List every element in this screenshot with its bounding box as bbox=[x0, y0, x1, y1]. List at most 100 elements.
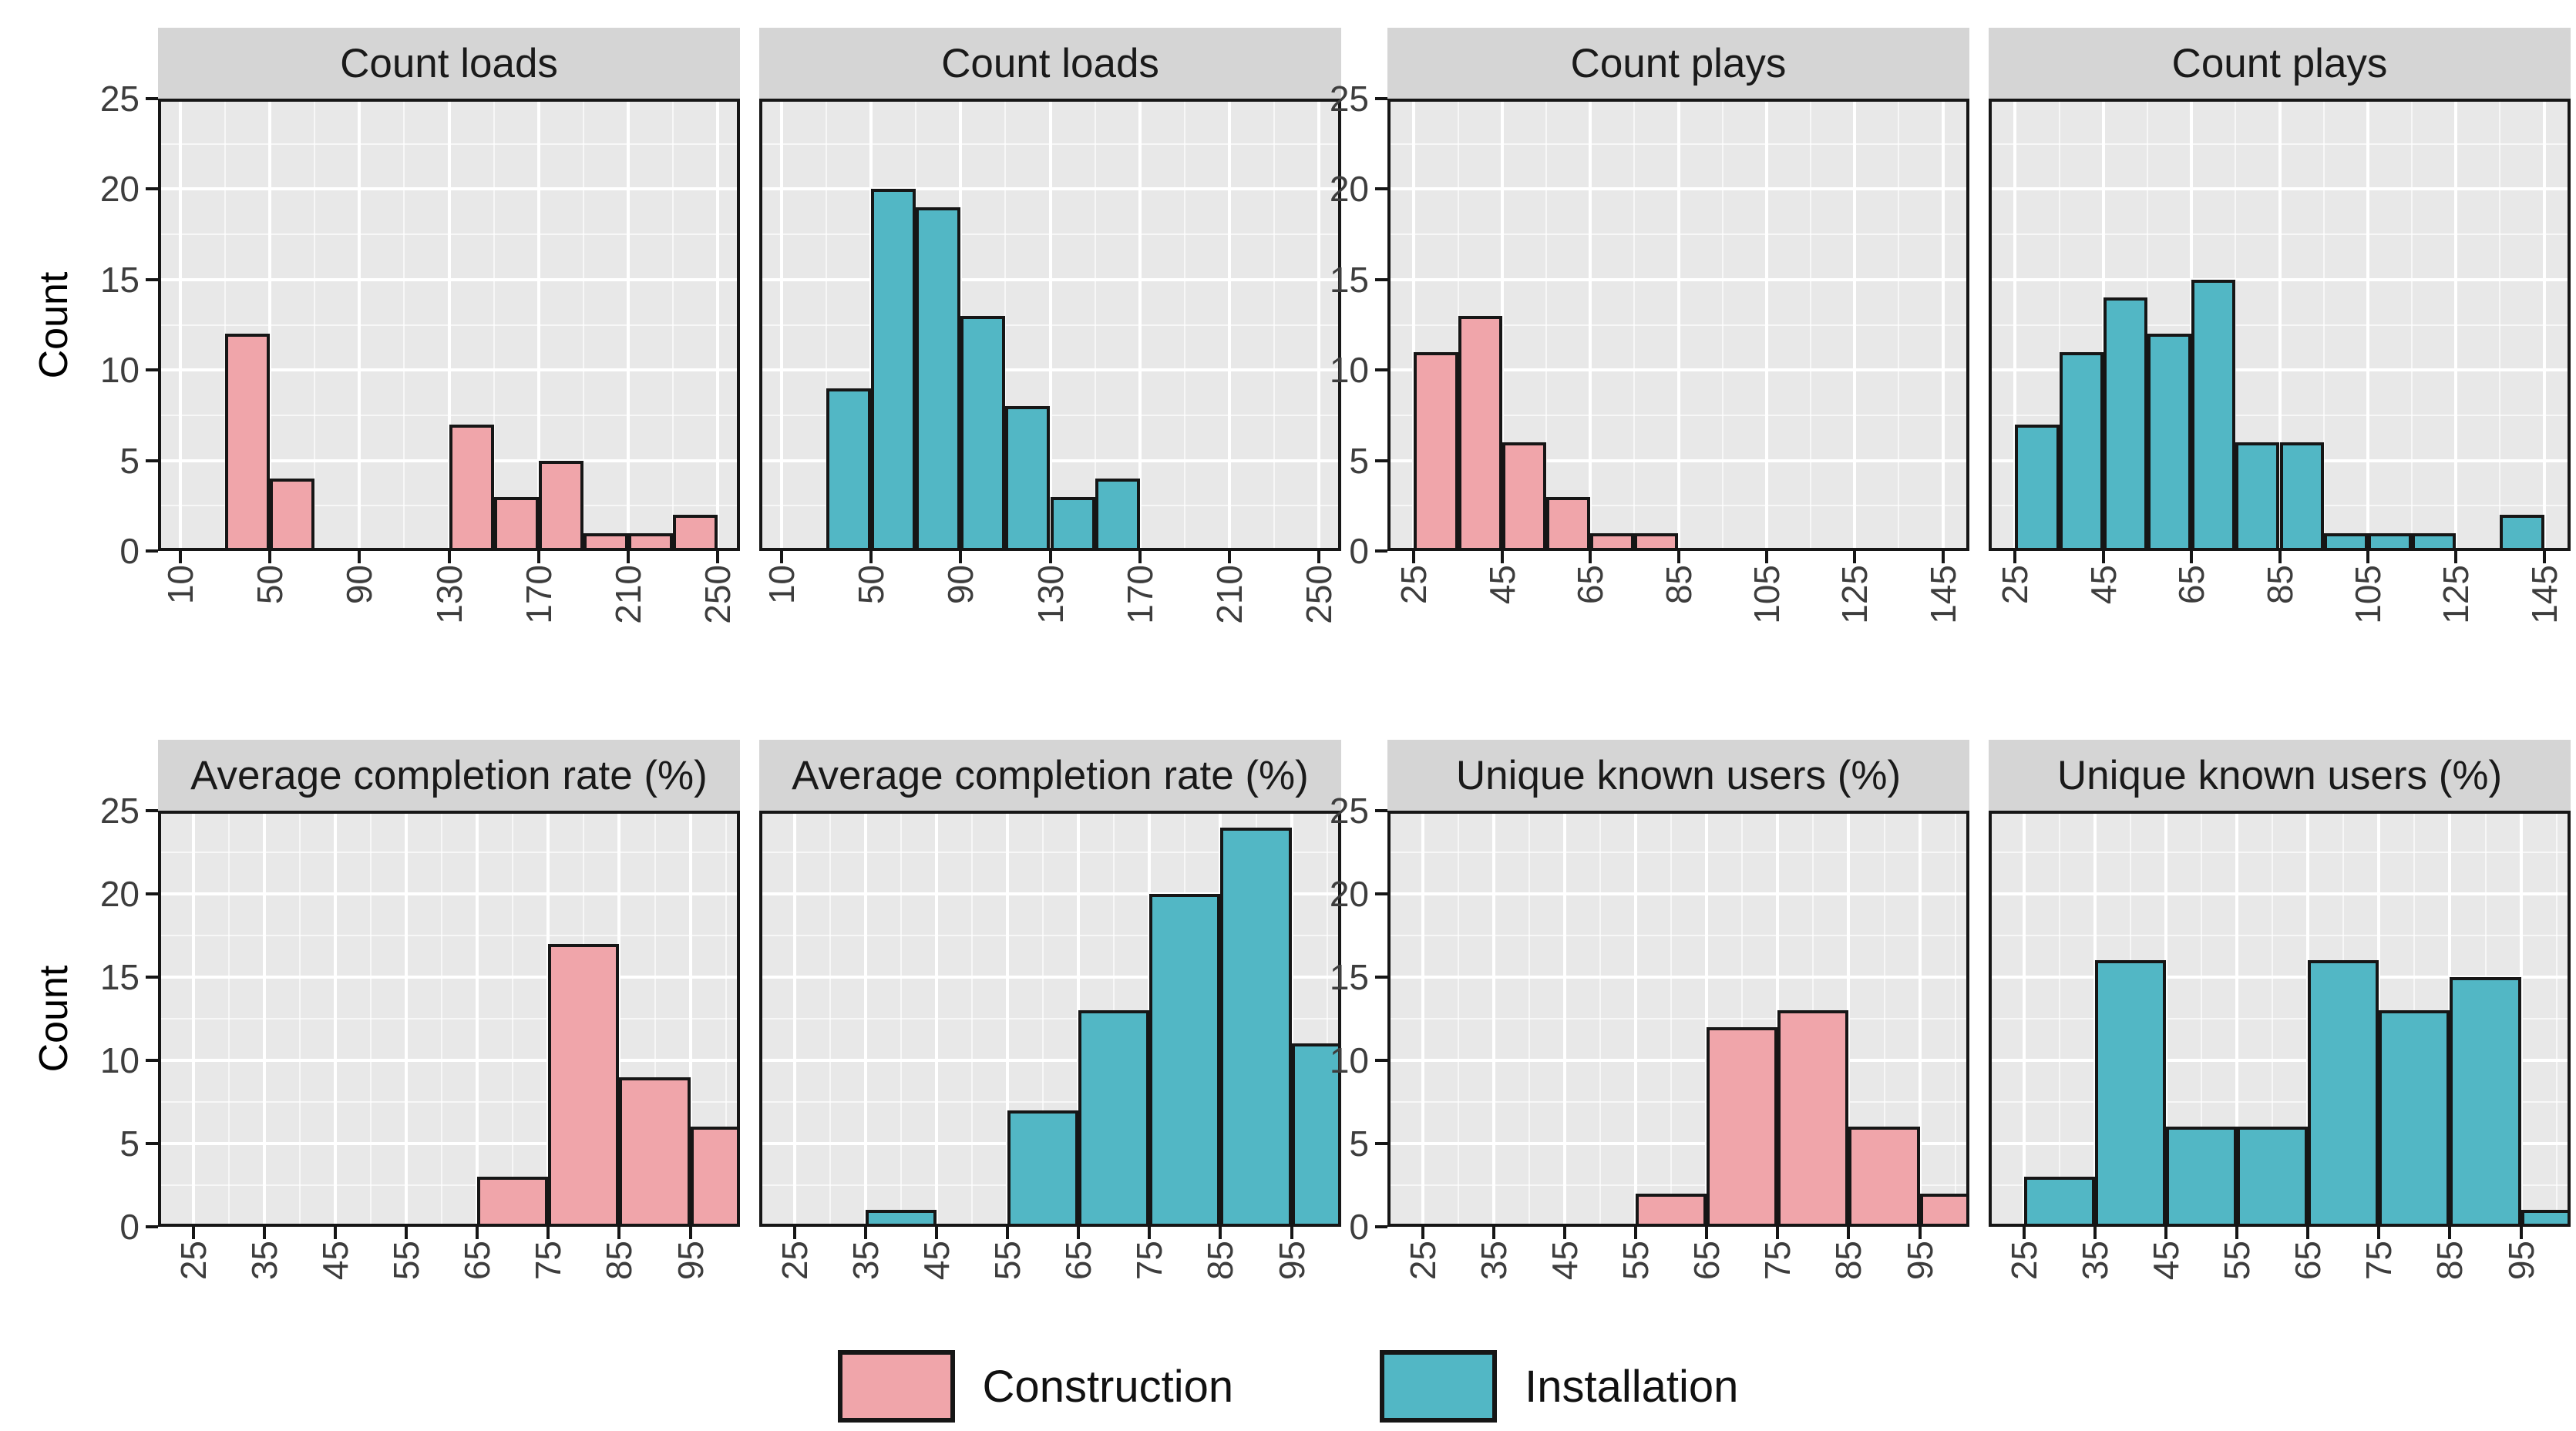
gridline-major bbox=[334, 811, 338, 1227]
gridline-major bbox=[1492, 811, 1496, 1227]
gridline-minor bbox=[654, 811, 656, 1227]
y-axis-tick-label: 15 bbox=[1329, 259, 1369, 300]
histogram-bar bbox=[1050, 496, 1095, 551]
gridline-minor bbox=[370, 811, 372, 1227]
y-axis-tick-label: 10 bbox=[99, 350, 140, 391]
gridline-major bbox=[2023, 811, 2026, 1227]
facet-strip: Count plays bbox=[1387, 28, 1969, 99]
histogram-bar bbox=[2412, 532, 2457, 551]
x-axis-tick bbox=[405, 1227, 409, 1239]
x-axis-tick bbox=[626, 551, 630, 563]
gridline-minor bbox=[403, 99, 405, 551]
gridline-minor bbox=[1458, 811, 1460, 1227]
y-axis-tick-label: 15 bbox=[99, 259, 140, 300]
gridline-major bbox=[759, 976, 1341, 979]
x-axis-tick bbox=[546, 1227, 550, 1239]
histogram-bar bbox=[548, 943, 620, 1227]
y-axis-tick-label: 0 bbox=[1349, 531, 1369, 571]
legend-label-installation: Installation bbox=[1525, 1361, 1739, 1412]
gridline-minor bbox=[759, 935, 1341, 936]
facet-strip: Count plays bbox=[1989, 28, 2571, 99]
gridline-minor bbox=[512, 811, 514, 1227]
histogram-bar bbox=[1848, 1127, 1920, 1227]
gridline-minor bbox=[1989, 1101, 2571, 1103]
gridline-minor bbox=[1387, 1018, 1969, 1020]
histogram-bar bbox=[866, 1210, 937, 1227]
y-axis-tick-label: 0 bbox=[1349, 1207, 1369, 1247]
histogram-bar bbox=[1919, 1193, 1969, 1227]
x-axis-tick-label: 10 bbox=[160, 565, 201, 605]
gridline-minor bbox=[900, 811, 903, 1227]
y-axis-tick-label: 10 bbox=[99, 1040, 140, 1080]
gridline-major bbox=[793, 811, 797, 1227]
gridline-minor bbox=[158, 852, 740, 853]
x-axis-tick bbox=[2164, 1227, 2168, 1239]
histogram-bar bbox=[1777, 1010, 1849, 1227]
legend-item-installation: Installation bbox=[1380, 1350, 1738, 1423]
gridline-minor bbox=[2272, 811, 2274, 1227]
gridline-major bbox=[2164, 811, 2168, 1227]
histogram-bar bbox=[627, 532, 673, 551]
x-axis-tick-label: 65 bbox=[1570, 565, 1611, 605]
x-axis-tick bbox=[869, 551, 873, 563]
x-axis-tick bbox=[2101, 551, 2105, 563]
gridline-minor bbox=[1183, 99, 1185, 551]
y-axis-tick bbox=[1375, 1142, 1387, 1145]
gridline-minor bbox=[1042, 811, 1044, 1227]
histogram-bar bbox=[1590, 532, 1635, 551]
gridline-major bbox=[263, 811, 267, 1227]
x-axis-tick-label: 10 bbox=[762, 565, 802, 605]
gridline-major bbox=[1290, 811, 1293, 1227]
x-axis-tick bbox=[1500, 551, 1504, 563]
histogram-bar bbox=[826, 388, 872, 551]
x-axis-tick bbox=[1421, 1227, 1425, 1239]
x-axis-tick bbox=[2519, 1227, 2523, 1239]
histogram-bar bbox=[1007, 1110, 1079, 1227]
gridline-major bbox=[2278, 99, 2282, 551]
gridline-minor bbox=[1741, 811, 1744, 1227]
x-axis-tick bbox=[2023, 1227, 2026, 1239]
histogram-bar bbox=[2095, 960, 2167, 1227]
gridline-major bbox=[715, 99, 719, 551]
facet-strip: Unique known users (%) bbox=[1989, 740, 2571, 811]
histogram-bar bbox=[1707, 1026, 1778, 1227]
histogram-bar bbox=[2235, 442, 2280, 551]
y-axis-tick-label: 10 bbox=[1329, 350, 1369, 391]
gridline-minor bbox=[1387, 1101, 1969, 1103]
y-axis-tick bbox=[146, 892, 158, 895]
histogram-bar bbox=[2379, 1010, 2450, 1227]
gridline-major bbox=[617, 811, 621, 1227]
histogram-bar bbox=[538, 460, 583, 551]
x-axis-tick bbox=[192, 1227, 196, 1239]
gridline-major bbox=[158, 1059, 740, 1062]
gridline-minor bbox=[1954, 811, 1956, 1227]
histogram-bar bbox=[1545, 496, 1591, 551]
histogram-bar bbox=[2191, 279, 2236, 551]
y-axis-tick-label: 25 bbox=[99, 791, 140, 831]
gridline-minor bbox=[2322, 99, 2325, 551]
gridline-minor bbox=[2201, 811, 2203, 1227]
x-axis-tick bbox=[358, 551, 362, 563]
histogram-bar bbox=[960, 315, 1006, 551]
histogram-bar bbox=[916, 207, 961, 551]
gridline-minor bbox=[1273, 99, 1275, 551]
x-axis-tick-label: 50 bbox=[851, 565, 892, 605]
y-axis-tick bbox=[1375, 976, 1387, 979]
histogram-bar bbox=[2237, 1127, 2309, 1227]
gridline-major bbox=[1989, 1059, 2571, 1062]
x-axis-tick bbox=[1634, 1227, 1638, 1239]
x-axis-tick bbox=[2278, 551, 2282, 563]
histogram-bar bbox=[270, 479, 315, 551]
y-axis-tick-label: 5 bbox=[119, 1124, 140, 1164]
histogram-bar bbox=[225, 334, 271, 551]
x-axis-tick-label: 210 bbox=[607, 565, 648, 624]
gridline-major bbox=[688, 811, 692, 1227]
x-axis-tick-label: 85 bbox=[1658, 565, 1699, 605]
histogram-bar bbox=[2059, 351, 2104, 551]
y-axis-tick bbox=[146, 976, 158, 979]
y-axis-tick-label: 20 bbox=[99, 874, 140, 914]
gridline-minor bbox=[493, 99, 495, 551]
x-axis-tick-label: 130 bbox=[1030, 565, 1071, 624]
histogram-bar bbox=[1078, 1010, 1150, 1227]
histogram-bar bbox=[1458, 315, 1502, 551]
